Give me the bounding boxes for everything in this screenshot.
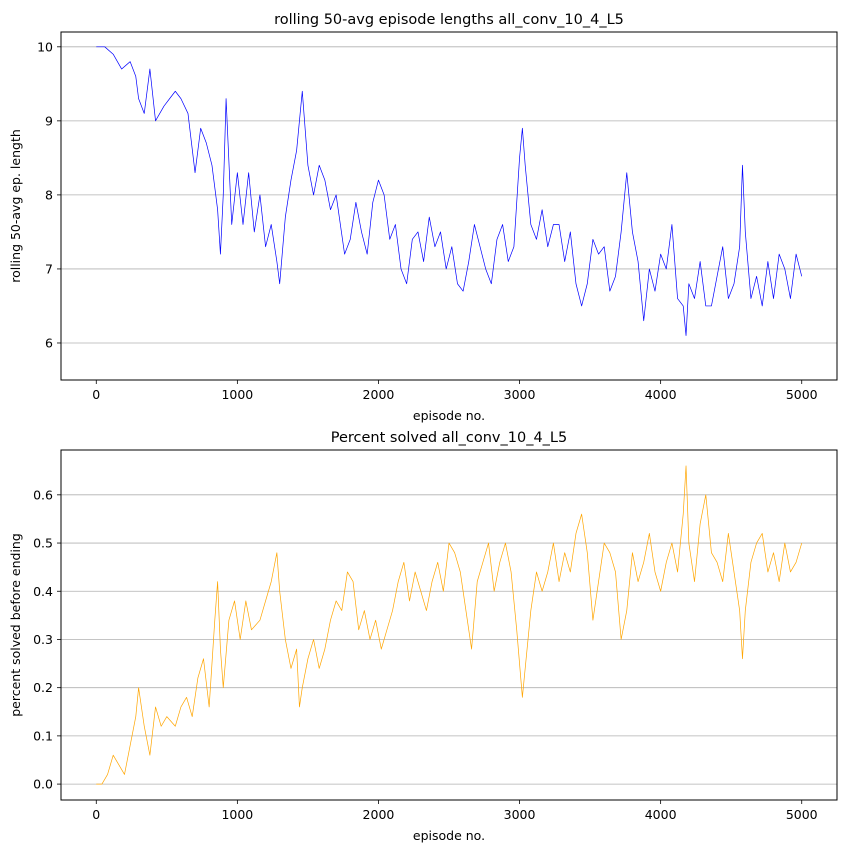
chart-title: rolling 50-avg episode lengths all_conv_… bbox=[274, 12, 624, 28]
y-tick-label: 0.0 bbox=[33, 777, 53, 792]
x-axis-label: episode no. bbox=[413, 828, 485, 843]
y-tick-label: 9 bbox=[45, 113, 53, 128]
x-tick-label: 5000 bbox=[786, 807, 818, 822]
y-tick-label: 0.2 bbox=[33, 680, 53, 695]
grid-lines bbox=[61, 494, 837, 785]
x-tick-label: 5000 bbox=[786, 387, 818, 402]
x-tick-label: 4000 bbox=[645, 807, 677, 822]
x-axis-ticks: 0 1000 2000 3000 4000 5000 bbox=[92, 380, 818, 402]
y-tick-label: 7 bbox=[45, 261, 53, 276]
x-tick-label: 3000 bbox=[504, 387, 536, 402]
y-tick-label: 8 bbox=[45, 187, 53, 202]
x-tick-label: 2000 bbox=[363, 807, 395, 822]
x-tick-label: 0 bbox=[92, 387, 100, 402]
y-tick-label: 0.5 bbox=[33, 536, 53, 551]
chart-title: Percent solved all_conv_10_4_L5 bbox=[331, 430, 567, 446]
y-tick-label: 0.4 bbox=[33, 584, 53, 599]
plot-frame bbox=[60, 449, 838, 801]
data-series-line bbox=[96, 465, 803, 785]
plot-frame bbox=[60, 31, 838, 381]
x-tick-label: 1000 bbox=[221, 807, 253, 822]
y-tick-label: 0.6 bbox=[33, 487, 53, 502]
x-tick-label: 3000 bbox=[504, 807, 536, 822]
y-axis-ticks: 6 7 8 9 10 bbox=[37, 39, 61, 350]
grid-lines bbox=[61, 46, 837, 344]
x-tick-label: 4000 bbox=[645, 387, 677, 402]
y-axis-label: percent solved before ending bbox=[8, 533, 23, 717]
series-line bbox=[96, 46, 803, 336]
y-tick-label: 0.3 bbox=[33, 632, 53, 647]
chart-episode-lengths: 0 1000 2000 3000 4000 5000 6 7 8 9 10 rolling 50-… bbox=[8, 12, 838, 423]
x-axis-label: episode no. bbox=[413, 408, 485, 423]
chart-percent-solved: 0 1000 2000 3000 4000 5000 0.0 0.1 0.2 0.3 0.4 0.5… bbox=[8, 430, 838, 843]
x-tick-label: 1000 bbox=[221, 387, 253, 402]
y-tick-label: 0.1 bbox=[33, 728, 53, 743]
x-axis-ticks: 0 1000 2000 3000 4000 5000 bbox=[92, 800, 818, 822]
y-axis-ticks: 0.0 0.1 0.2 0.3 0.4 0.5 0.6 bbox=[33, 487, 61, 792]
series-line bbox=[96, 465, 803, 785]
y-tick-label: 10 bbox=[37, 39, 53, 54]
data-series-line bbox=[96, 46, 803, 336]
y-axis-label: rolling 50-avg ep. length bbox=[8, 129, 23, 283]
y-tick-label: 6 bbox=[45, 335, 53, 350]
x-tick-label: 2000 bbox=[363, 387, 395, 402]
x-tick-label: 0 bbox=[92, 807, 100, 822]
